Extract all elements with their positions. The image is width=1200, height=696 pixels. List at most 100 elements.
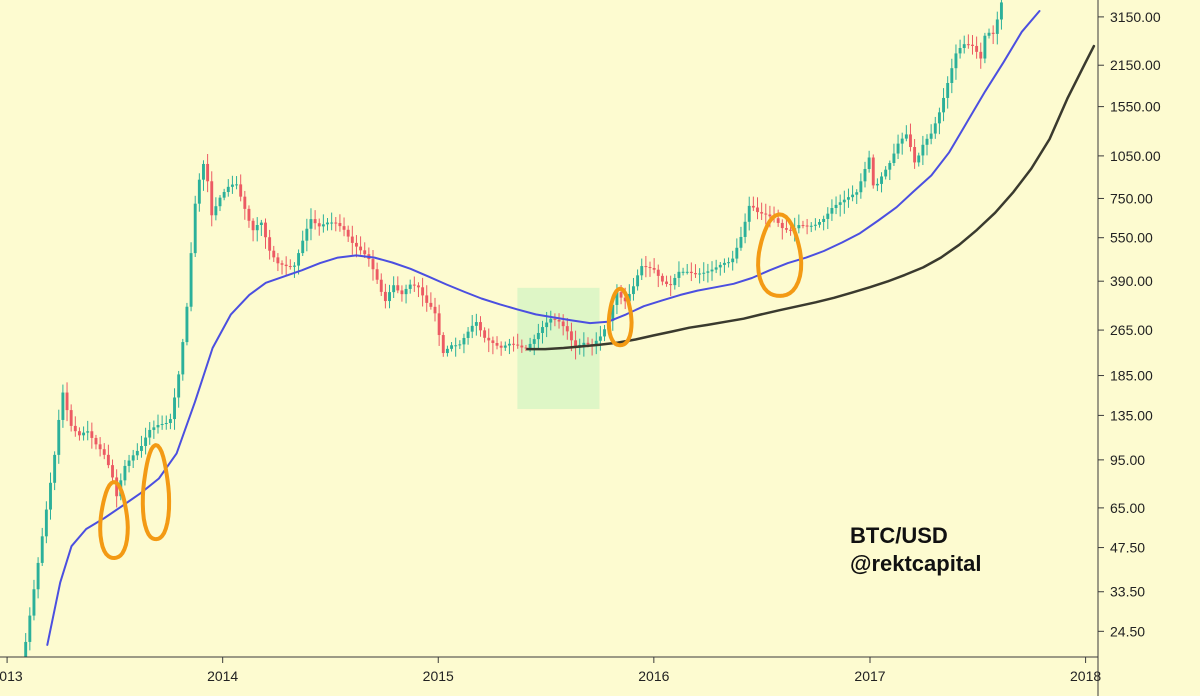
candle — [987, 28, 991, 39]
candle — [714, 259, 718, 274]
candle — [743, 213, 747, 244]
candle — [582, 332, 586, 357]
candle — [979, 42, 983, 69]
candle — [681, 267, 685, 276]
candle — [280, 260, 284, 275]
candle — [867, 150, 871, 173]
candle — [851, 185, 855, 202]
candle — [115, 469, 119, 508]
y-tick-label: 265.00 — [1110, 322, 1153, 338]
moving-average-line-dark — [526, 44, 1096, 351]
candle — [958, 39, 962, 59]
candle — [363, 242, 367, 259]
candle — [780, 219, 784, 240]
candle — [896, 134, 900, 160]
x-tick-label: 2014 — [207, 668, 238, 684]
x-tick-labels: 2013 2014 2015 2016 2017 2018 — [0, 657, 1101, 684]
candle — [173, 388, 176, 430]
candle — [470, 314, 474, 339]
candle — [925, 134, 929, 156]
candle — [660, 273, 664, 286]
candle — [917, 152, 921, 167]
candle — [871, 154, 875, 189]
candle — [222, 188, 226, 201]
y-tick-label: 95.00 — [1110, 452, 1145, 468]
candle — [565, 317, 569, 340]
candle — [673, 273, 677, 290]
candle — [487, 328, 491, 353]
candle — [636, 269, 640, 291]
y-tick-label: 1550.00 — [1110, 99, 1161, 115]
candle — [379, 273, 383, 296]
candle — [181, 338, 185, 381]
candle — [218, 195, 222, 212]
candle — [503, 341, 507, 351]
candle — [160, 415, 164, 430]
candle — [751, 196, 755, 212]
candle — [94, 434, 98, 450]
x-tick-label: 2016 — [638, 668, 669, 684]
y-tick-label: 2150.00 — [1110, 57, 1161, 73]
candle — [863, 161, 867, 188]
candle — [69, 404, 73, 432]
candle — [776, 209, 780, 227]
candle — [230, 175, 234, 194]
candle — [127, 454, 131, 473]
candle — [884, 166, 888, 180]
candle — [425, 285, 429, 312]
candle — [950, 58, 954, 94]
candle — [268, 229, 272, 260]
candle — [309, 208, 313, 241]
candle — [942, 88, 945, 122]
candle — [437, 304, 441, 346]
candle — [962, 35, 966, 54]
candle — [954, 44, 958, 80]
candle — [53, 451, 57, 491]
candle — [933, 116, 937, 139]
candle — [86, 420, 90, 441]
y-tick-label: 135.00 — [1110, 407, 1153, 423]
y-tick-label: 390.00 — [1110, 273, 1153, 289]
candle — [326, 218, 329, 231]
candle — [524, 344, 528, 352]
candle — [756, 197, 759, 220]
candle — [689, 262, 693, 282]
candle — [193, 195, 197, 257]
circle-annotation — [606, 286, 634, 348]
candle — [665, 275, 668, 287]
candle — [822, 215, 826, 231]
circle-annotation — [756, 212, 804, 298]
candle — [946, 76, 950, 109]
candle — [412, 276, 416, 292]
y-tick-label: 3150.00 — [1110, 9, 1161, 25]
candle — [36, 557, 40, 599]
candle — [123, 459, 127, 486]
candle — [747, 196, 751, 231]
candle — [904, 125, 908, 142]
moving-average-line-blue — [46, 10, 1041, 646]
candle — [65, 382, 69, 422]
candle — [603, 324, 606, 342]
candle — [317, 218, 321, 236]
candle — [243, 190, 247, 220]
candle — [809, 222, 813, 233]
candle — [206, 154, 210, 193]
chart-author-label: @rektcapital — [850, 551, 982, 576]
y-tick-label: 24.50 — [1110, 623, 1145, 639]
candle — [718, 261, 722, 276]
candle — [445, 345, 449, 357]
circle-annotations — [98, 212, 804, 560]
candle — [789, 226, 793, 236]
candle — [359, 236, 363, 255]
candle — [648, 261, 652, 277]
candle — [40, 527, 44, 566]
candle — [462, 333, 466, 354]
candle — [557, 313, 561, 329]
candle — [888, 160, 892, 181]
candle — [346, 225, 350, 242]
candle — [441, 332, 445, 357]
candle — [764, 203, 768, 225]
candle — [512, 336, 516, 352]
candle — [421, 277, 425, 307]
